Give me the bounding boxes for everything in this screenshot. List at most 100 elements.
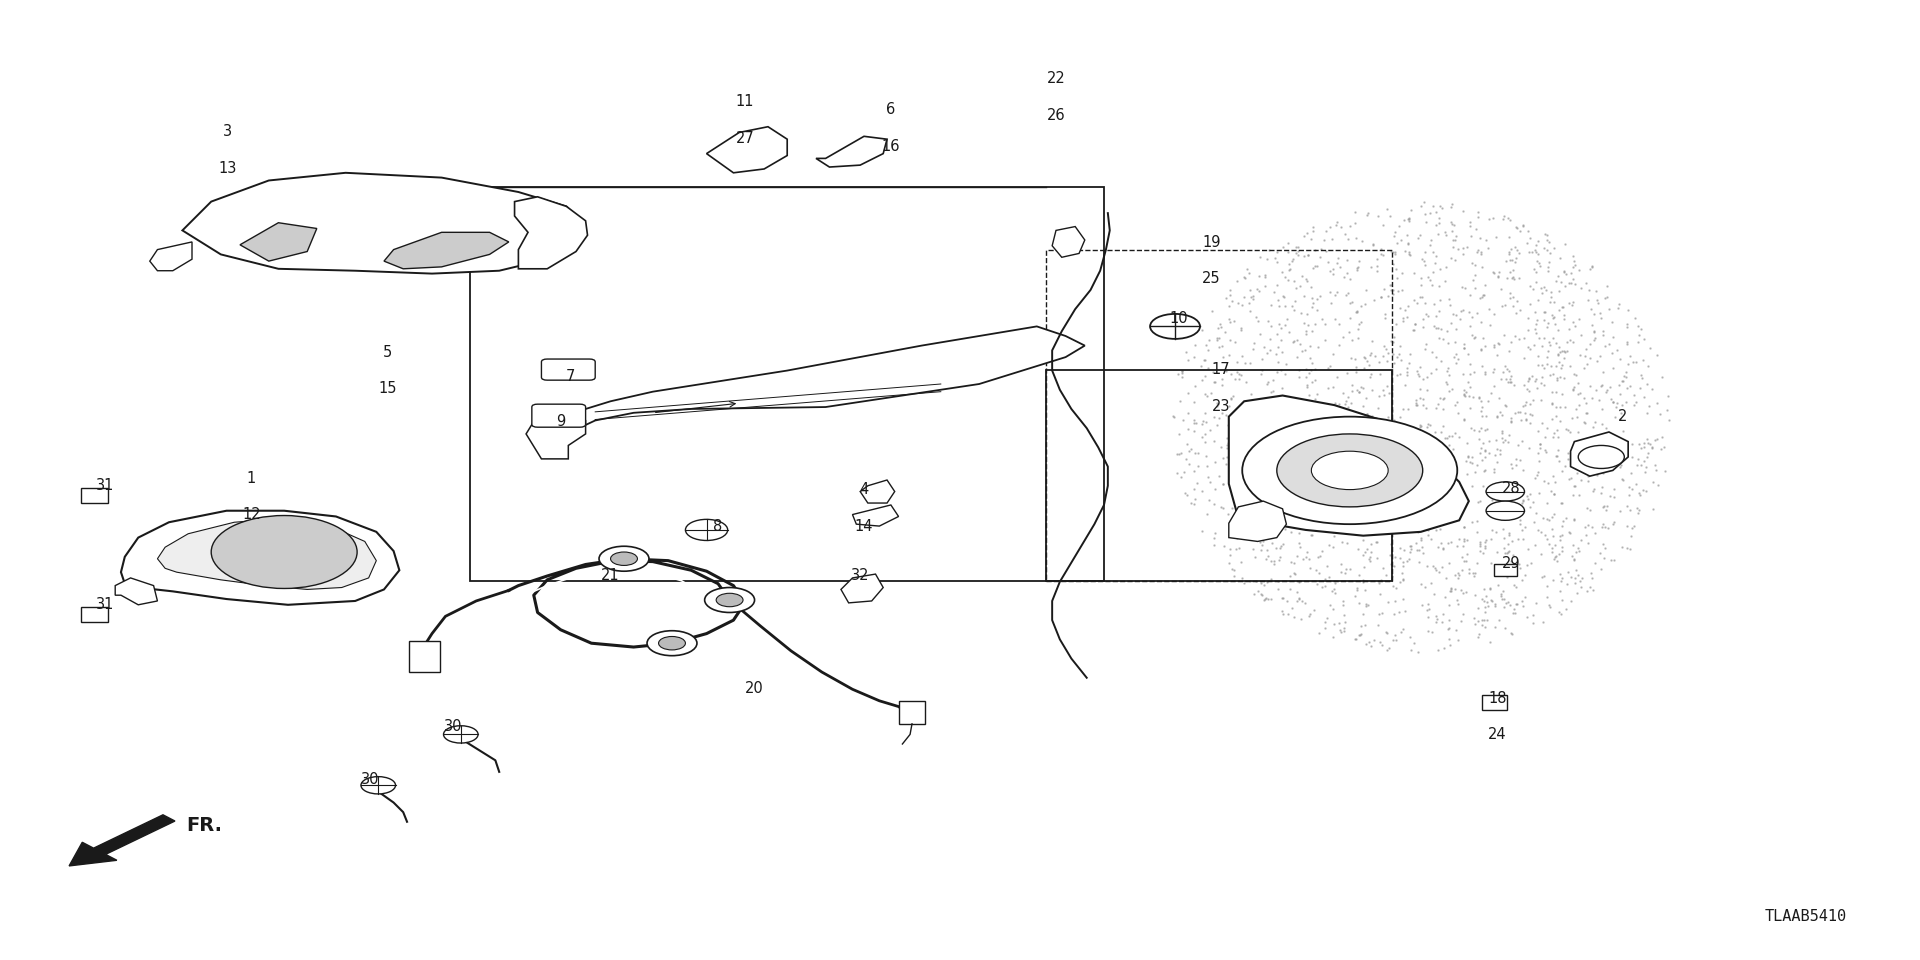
Point — [1315, 264, 1346, 279]
Polygon shape — [515, 197, 588, 269]
Point — [1427, 322, 1457, 337]
Point — [1482, 336, 1513, 351]
Point — [1515, 396, 1546, 411]
Point — [1576, 390, 1607, 405]
Point — [1367, 606, 1398, 621]
Point — [1210, 456, 1240, 471]
Point — [1500, 328, 1530, 344]
Point — [1436, 251, 1467, 266]
Point — [1181, 415, 1212, 430]
Text: 22: 22 — [1046, 71, 1066, 86]
Point — [1536, 358, 1567, 373]
Point — [1576, 259, 1607, 275]
Point — [1542, 358, 1572, 373]
Point — [1206, 372, 1236, 387]
Point — [1540, 538, 1571, 553]
Point — [1263, 317, 1294, 332]
Point — [1620, 354, 1651, 370]
Point — [1597, 329, 1628, 345]
Point — [1202, 330, 1233, 346]
Point — [1580, 526, 1611, 541]
Point — [1296, 527, 1327, 542]
Point — [1290, 370, 1321, 385]
Point — [1190, 448, 1221, 464]
Point — [1407, 252, 1438, 267]
Point — [1384, 347, 1415, 362]
Point — [1538, 240, 1569, 255]
Point — [1212, 441, 1242, 456]
Point — [1302, 292, 1332, 307]
Point — [1488, 506, 1519, 521]
Point — [1438, 506, 1469, 521]
Point — [1613, 479, 1644, 494]
Point — [1524, 258, 1555, 274]
Point — [1434, 292, 1465, 307]
Point — [1465, 420, 1496, 436]
Point — [1354, 554, 1384, 569]
Point — [1574, 580, 1605, 595]
Point — [1179, 416, 1210, 431]
Point — [1294, 365, 1325, 380]
Point — [1227, 297, 1258, 312]
Point — [1187, 429, 1217, 444]
Point — [1221, 467, 1252, 482]
Point — [1344, 595, 1375, 611]
Point — [1496, 213, 1526, 228]
Point — [1332, 285, 1363, 300]
Point — [1315, 296, 1346, 311]
Point — [1323, 251, 1354, 266]
Point — [1221, 470, 1252, 486]
Point — [1501, 437, 1532, 452]
Point — [1478, 337, 1509, 352]
Point — [1390, 377, 1421, 393]
Point — [1615, 528, 1645, 543]
Point — [1171, 436, 1202, 451]
Point — [1538, 572, 1569, 588]
Point — [1628, 389, 1659, 404]
Point — [1267, 536, 1298, 551]
Text: 3: 3 — [223, 124, 232, 139]
Point — [1523, 464, 1553, 479]
Point — [1419, 587, 1450, 602]
Point — [1467, 436, 1498, 451]
Point — [1496, 334, 1526, 349]
Point — [1548, 300, 1578, 315]
Point — [1442, 351, 1473, 367]
Point — [1171, 345, 1202, 360]
Point — [1187, 483, 1217, 498]
Point — [1636, 441, 1667, 456]
Polygon shape — [384, 232, 509, 269]
Point — [1605, 459, 1636, 474]
Point — [1332, 479, 1363, 494]
Point — [1413, 417, 1444, 432]
Point — [1448, 386, 1478, 401]
Point — [1524, 280, 1555, 296]
Point — [1235, 282, 1265, 298]
Point — [1332, 390, 1363, 405]
Point — [1549, 264, 1580, 279]
Point — [1519, 242, 1549, 257]
Point — [1521, 316, 1551, 331]
Point — [1379, 481, 1409, 496]
Point — [1511, 489, 1542, 504]
Point — [1340, 304, 1371, 320]
Point — [1279, 565, 1309, 581]
Point — [1417, 492, 1448, 507]
Point — [1478, 598, 1509, 613]
Point — [1392, 401, 1423, 417]
Point — [1392, 299, 1423, 314]
Point — [1588, 499, 1619, 515]
Point — [1492, 569, 1523, 585]
Point — [1494, 537, 1524, 552]
Point — [1169, 451, 1200, 467]
Point — [1294, 465, 1325, 480]
Point — [1240, 549, 1271, 564]
Point — [1392, 554, 1423, 569]
Point — [1507, 218, 1538, 233]
Point — [1398, 292, 1428, 307]
Point — [1371, 465, 1402, 480]
Point — [1363, 429, 1394, 444]
Point — [1162, 466, 1192, 481]
Point — [1563, 540, 1594, 556]
Point — [1392, 235, 1423, 251]
